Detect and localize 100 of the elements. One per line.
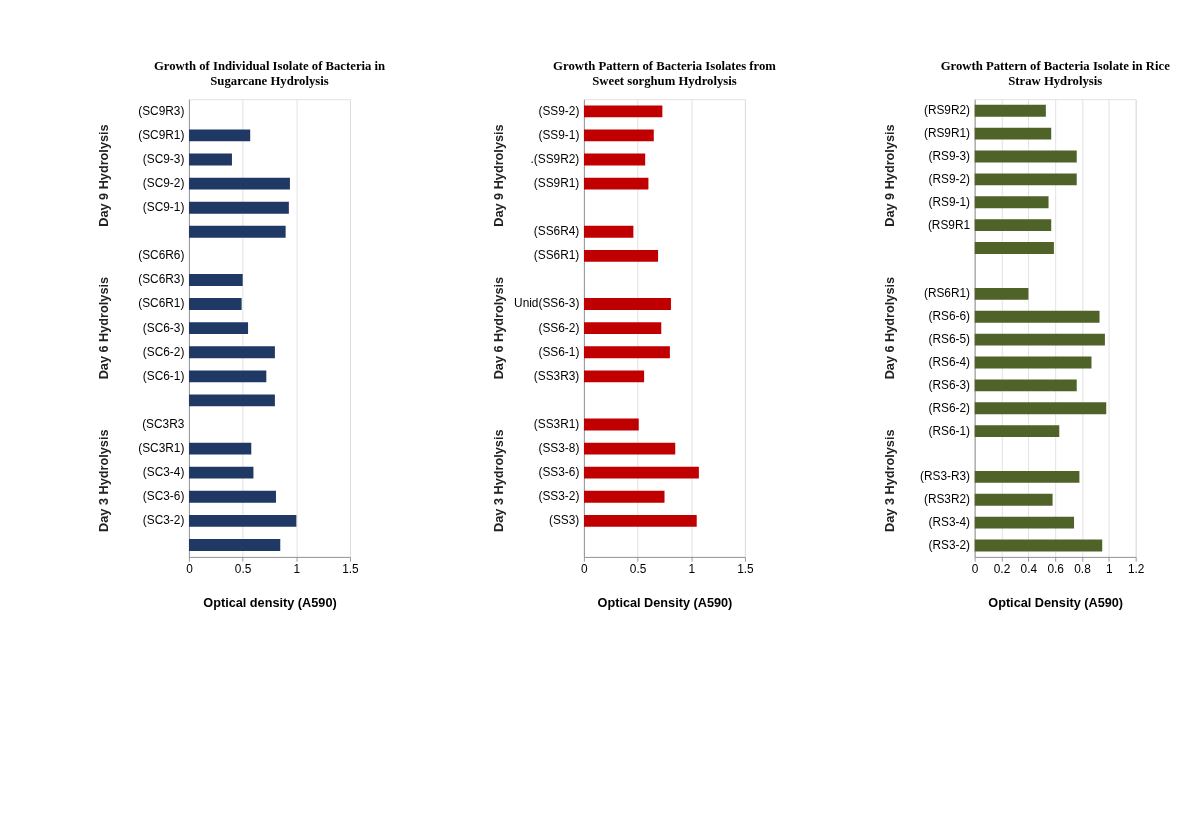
y-tick-label: (SS3-2) [538,489,580,504]
text: Day 9 Hydrolysis [882,124,898,227]
bar [974,333,1105,346]
text: Day 9 Hydrolysis [491,124,507,227]
y-tick-label: (RS6-2) [928,400,971,415]
y-tick-label: (RS6-6) [928,309,971,324]
bar [974,104,1046,117]
x-tick-label: 0 [971,561,979,576]
bar [974,425,1060,438]
text: Day 6 Hydrolysis [882,276,898,380]
bar [583,418,639,431]
x-tick-label: 0.4 [1020,561,1038,576]
bar [974,242,1054,254]
text: Sweet sorghum Hydrolysis [592,73,737,88]
bar [583,442,676,455]
x-tick-label: 0.5 [234,561,252,576]
y-tick-label: (SC9R3) [138,103,185,118]
bar [974,150,1077,163]
bar [583,322,662,335]
bar [189,346,275,359]
text: Growth Pattern of Bacteria Isolates from [553,59,776,74]
text: Day 3 Hydrolysis [882,429,898,532]
bar [189,394,275,407]
y-tick-label: (SC9-3) [142,151,185,166]
text: Sugarcane Hydrolysis [210,73,329,88]
bar [189,177,290,190]
x-tick-label: 0.8 [1074,561,1092,576]
bar [974,539,1103,552]
y-tick-label: Unid(SS6-3) [514,296,580,311]
bar [583,514,697,527]
bar [189,322,249,335]
bar [974,310,1100,323]
y-tick-label: (RS3-4) [928,515,971,530]
y-tick-label: (SC9-1) [142,200,185,215]
y-tick-label: (RS6R1) [923,286,971,301]
text: Growth Pattern of Bacteria Isolate in Rice [940,59,1170,74]
bar [974,402,1107,415]
x-tick-label: 0 [186,561,194,576]
bar [583,177,649,190]
y-tick-label: (RS9-3) [928,148,971,163]
y-tick-label: (SS6R4) [533,224,580,239]
bar [583,298,671,310]
bar [974,356,1092,369]
y-tick-label: (SC6-3) [142,320,185,335]
bar [189,201,289,214]
bar [974,196,1049,209]
y-tick-label: (SC3-2) [142,513,185,528]
y-tick-label: (SS6R1) [533,248,580,263]
x-tick-label: 0.6 [1047,561,1065,576]
y-tick-label: (SS9R1) [533,176,580,190]
y-tick-label: (SC3R1) [138,440,185,455]
y-tick-label: (RS3-R3) [919,469,971,484]
x-axis-title: Optical Density (A590) [988,594,1124,610]
bar [583,370,645,383]
bar [583,105,663,118]
bar [583,153,646,166]
y-tick-label: (SS6-1) [538,344,580,359]
bar [189,514,297,527]
y-tick-label: (SC3-6) [142,489,185,504]
y-tick-label: (SC9R1) [138,127,185,142]
y-tick-label: (SS3-6) [538,465,580,480]
bar [974,173,1077,186]
x-tick-label: 1 [1106,561,1114,576]
bar [974,219,1052,232]
bar [189,298,242,310]
bar [189,225,286,238]
y-tick-label: (RS6-3) [928,377,971,392]
y-tick-label: (SS3) [549,513,580,528]
x-tick-label: 1 [688,561,696,576]
y-tick-label: (RS9-2) [928,171,971,186]
bar [583,346,670,359]
bar [583,490,665,503]
bar [189,539,281,551]
bar [583,466,699,479]
y-tick-label: (SS9-1) [538,127,580,142]
x-tick-label: 1.5 [737,561,755,576]
bar [974,493,1053,506]
x-tick-label: 1.5 [342,561,360,576]
text: Day 9 Hydrolysis [96,124,112,227]
text: Day 6 Hydrolysis [491,276,507,380]
y-tick-label: (SC6-1) [142,368,185,383]
x-tick-label: 0.5 [629,561,647,576]
bar [189,490,276,503]
y-tick-label: (RS6-4) [928,354,971,369]
y-tick-label: (RS9-1) [928,194,971,209]
bar [189,466,254,479]
y-tick-label: (SC9-2) [142,176,185,190]
y-tick-label: (SS3-8) [538,440,580,455]
text: Day 6 Hydrolysis [96,276,112,380]
y-tick-label: (SC6-2) [142,344,185,359]
y-tick-label: (SS6-2) [538,320,580,335]
x-axis-title: Optical density (A590) [203,594,337,610]
y-tick-label: (SC6R3) [138,272,185,287]
bar [583,225,634,238]
y-tick-label: (SC6R1) [138,296,185,311]
bar [189,153,232,166]
y-tick-label: (SC3-4) [142,465,185,480]
y-tick-label: (RS3-2) [928,537,971,552]
bar [189,370,267,383]
y-tick-label: (RS9R1 [927,217,971,232]
